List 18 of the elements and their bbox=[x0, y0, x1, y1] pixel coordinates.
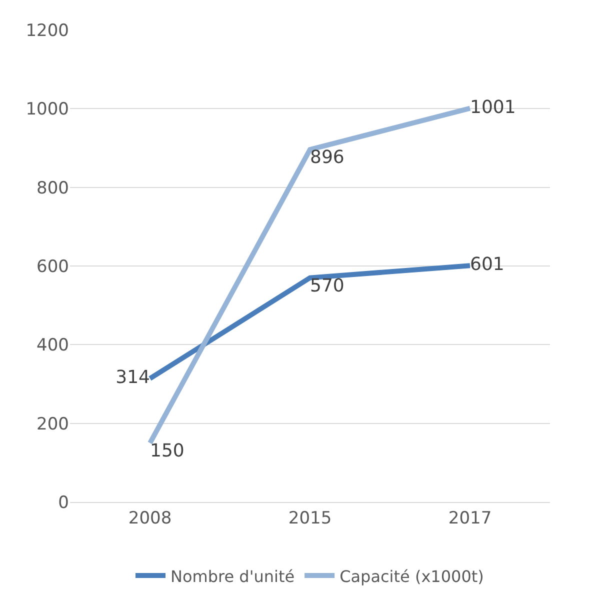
data-label: 601 bbox=[470, 254, 504, 276]
y-tick-label: 600 bbox=[36, 256, 69, 277]
y-tick-label: 800 bbox=[36, 178, 69, 198]
data-label: 314 bbox=[116, 366, 150, 388]
y-tick-label: 200 bbox=[36, 414, 69, 434]
data-label: 570 bbox=[310, 275, 344, 296]
legend-label: Nombre d'unité bbox=[170, 566, 295, 586]
data-label: 150 bbox=[150, 440, 184, 462]
x-tick-label: 2015 bbox=[288, 508, 332, 528]
data-label: 896 bbox=[310, 147, 344, 168]
x-tick-label: 2017 bbox=[448, 508, 492, 528]
y-tick-label: 1200 bbox=[26, 20, 69, 41]
y-tick-label: 0 bbox=[58, 492, 69, 513]
x-tick-label: 2008 bbox=[128, 508, 172, 528]
data-label: 1001 bbox=[470, 96, 516, 118]
legend-label: Capacité (x1000t) bbox=[340, 566, 484, 586]
y-tick-label: 400 bbox=[36, 336, 69, 356]
y-tick-label: 1000 bbox=[26, 100, 69, 120]
